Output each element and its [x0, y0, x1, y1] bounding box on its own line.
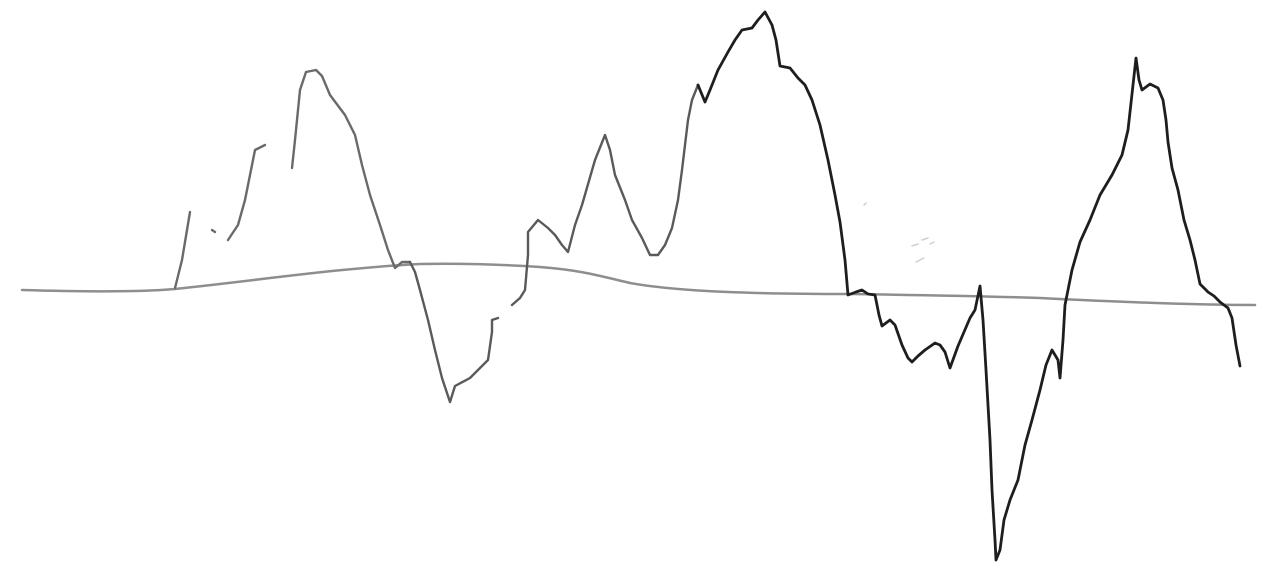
baseline-curve [20, 262, 1257, 307]
sketch-line-dip [408, 83, 700, 404]
stray-marks [863, 202, 935, 263]
sketch-line-left [173, 68, 412, 290]
sketch-line-right [696, 10, 1242, 562]
